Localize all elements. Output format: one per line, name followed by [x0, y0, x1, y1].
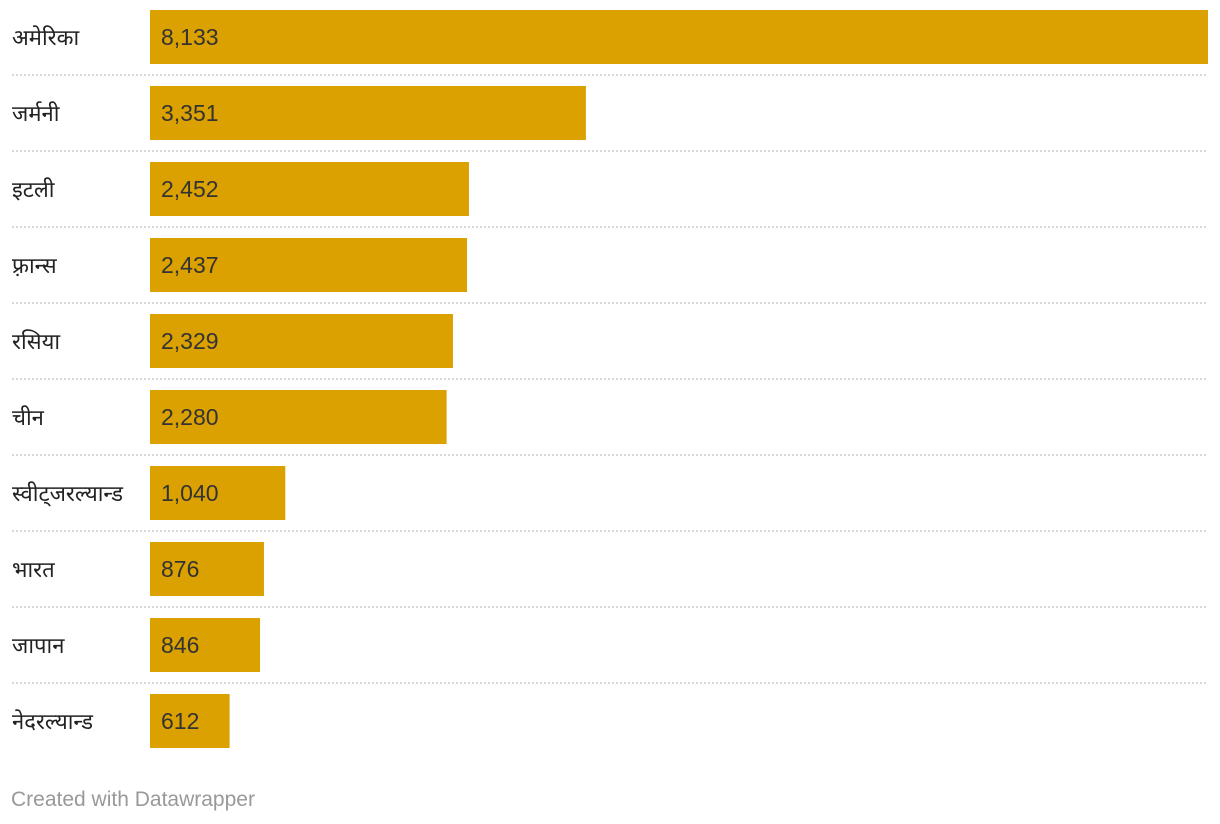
value-label: 2,280	[161, 404, 219, 430]
category-label: जर्मनी	[12, 101, 60, 127]
category-label: इटली	[12, 177, 55, 203]
bar	[150, 466, 286, 520]
bar	[150, 238, 468, 292]
category-label: रसिया	[12, 329, 60, 355]
bar-row: चीन 2,280	[12, 390, 1208, 456]
bar	[150, 162, 469, 216]
bar-row: जर्मनी 3,351	[12, 86, 1208, 152]
bar-row: अमेरिका 8,133	[12, 10, 1208, 76]
category-label: नेदरल्यान्ड	[12, 709, 93, 735]
category-label: अमेरिका	[12, 25, 80, 51]
category-label: जापान	[12, 634, 65, 659]
bar	[150, 618, 261, 672]
bar-row: भारत 876	[12, 542, 1208, 608]
bar	[150, 390, 447, 444]
value-label: 2,329	[161, 328, 219, 354]
bar-row: फ़्रान्स 2,437	[12, 238, 1208, 304]
value-label: 3,351	[161, 100, 219, 126]
value-label: 1,040	[161, 480, 219, 506]
bar-chart: अमेरिका 8,133 जर्मनी 3,351 इटली 2,452 फ़्रान्स…	[12, 10, 1208, 748]
category-label: स्वीट्जरल्यान्ड	[12, 481, 123, 507]
category-label: भारत	[12, 558, 55, 583]
bar-row: नेदरल्यान्ड 612	[12, 694, 230, 748]
bar-row: इटली 2,452	[12, 162, 1208, 228]
bar-row: जापान 846	[12, 618, 1208, 684]
value-label: 8,133	[161, 24, 219, 50]
bar-row: स्वीट्जरल्यान्ड 1,040	[12, 466, 1208, 532]
value-label: 876	[161, 556, 199, 582]
bar	[150, 314, 453, 368]
bar	[150, 10, 1208, 64]
bar-row: रसिया 2,329	[12, 314, 1208, 380]
value-label: 612	[161, 708, 199, 734]
credit-footer: Created with Datawrapper	[11, 788, 255, 811]
category-label: फ़्रान्स	[12, 254, 58, 279]
bar	[150, 694, 230, 748]
value-label: 2,437	[161, 252, 219, 278]
bar	[150, 542, 264, 596]
bar	[150, 86, 586, 140]
value-label: 2,452	[161, 176, 219, 202]
category-label: चीन	[12, 405, 45, 431]
value-label: 846	[161, 632, 199, 658]
